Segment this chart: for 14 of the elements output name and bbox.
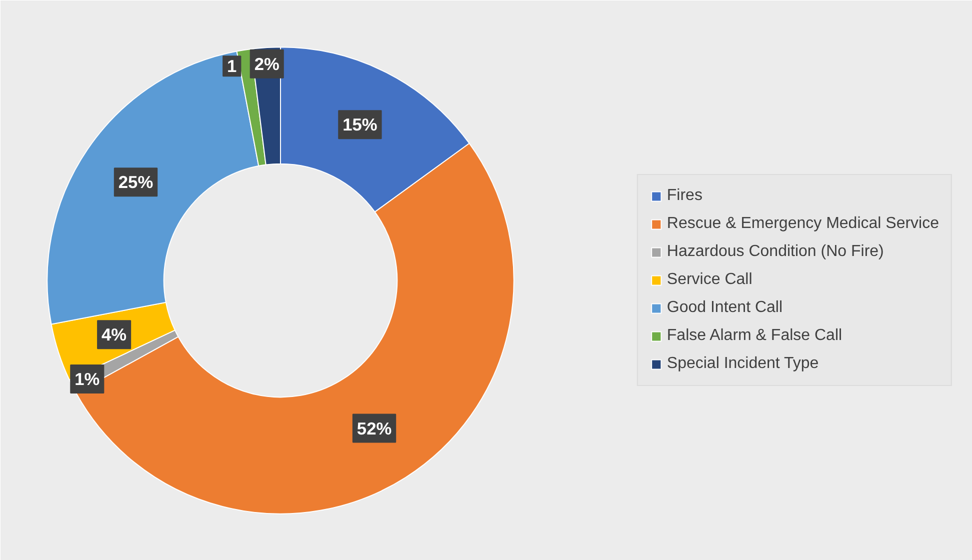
legend-label: Special Incident Type xyxy=(666,355,819,373)
legend-label: Hazardous Condition (No Fire) xyxy=(666,243,884,261)
data-label: 52% xyxy=(356,418,392,438)
legend-label: Good Intent Call xyxy=(666,299,783,317)
legend-label: Fires xyxy=(666,187,702,205)
data-label: 2% xyxy=(254,54,280,74)
data-label: 1% xyxy=(74,369,100,390)
data-label: 1 xyxy=(227,56,238,76)
legend-label: Rescue & Emergency Medical Service xyxy=(666,215,939,233)
data-label: 15% xyxy=(342,114,378,135)
legend-label: False Alarm & False Call xyxy=(666,327,842,345)
data-label: 25% xyxy=(118,172,154,192)
data-label: 4% xyxy=(102,324,127,345)
legend-label: Service Call xyxy=(666,271,752,289)
